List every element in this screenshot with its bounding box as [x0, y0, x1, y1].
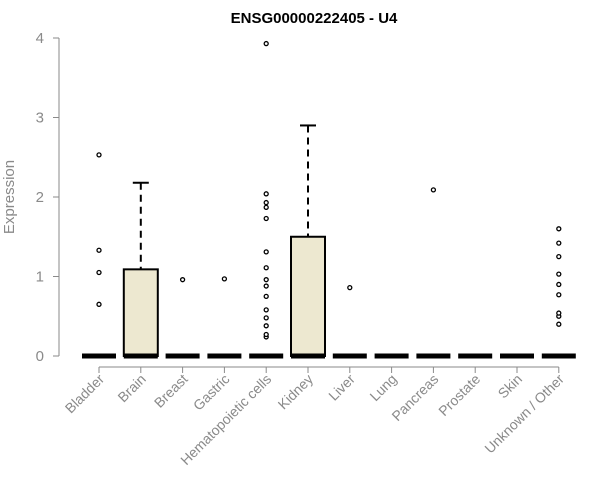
outlier-point — [96, 152, 102, 158]
outlier-point — [556, 292, 562, 298]
outlier-point — [96, 269, 102, 276]
x-tick-label: Prostate — [435, 371, 483, 419]
box-gastric — [207, 276, 242, 359]
outlier-point — [263, 249, 269, 255]
y-tick-label: 1 — [36, 269, 44, 286]
outlier-point — [221, 276, 228, 282]
outlier-point — [263, 307, 269, 313]
outlier-point — [263, 283, 269, 289]
box-hematopoietic-cells — [249, 40, 284, 359]
outlier-point — [263, 315, 269, 321]
chart-title: ENSG00000222405 - U4 — [231, 10, 398, 27]
outlier-point — [556, 310, 562, 316]
x-tick-label: Brain — [114, 371, 148, 405]
outlier-point — [263, 199, 269, 206]
outlier-point — [179, 277, 186, 283]
y-tick-label: 0 — [36, 348, 44, 365]
x-tick-label: Kidney — [275, 371, 317, 413]
outlier-point — [556, 271, 562, 277]
outlier-point — [556, 226, 562, 232]
box-group — [82, 40, 576, 359]
outlier-point — [263, 323, 269, 329]
outlier-point — [430, 187, 437, 193]
x-tick-label: Skin — [495, 371, 526, 402]
y-tick-label: 4 — [36, 30, 44, 47]
box-bladder — [82, 152, 116, 359]
box-iqr — [290, 235, 326, 357]
outlier-point — [263, 191, 269, 197]
box-liver — [332, 284, 367, 359]
box-kidney — [290, 124, 326, 359]
y-tick-label: 2 — [36, 189, 44, 206]
x-tick-label: Unknown / Other — [481, 371, 567, 457]
outlier-point — [263, 293, 269, 300]
outlier-point — [556, 281, 562, 288]
box-unknown-other — [541, 226, 576, 359]
outlier-point — [556, 253, 562, 260]
x-tick-label: Bladder — [62, 371, 108, 417]
outlier-point — [263, 204, 269, 210]
outlier-point — [96, 247, 102, 253]
outlier-point — [556, 321, 562, 327]
y-axis: 0 1 2 3 4 — [36, 30, 60, 365]
outlier-point — [347, 284, 353, 291]
box-brain — [122, 181, 159, 359]
outlier-point — [263, 40, 269, 47]
outlier-point — [96, 301, 102, 307]
x-tick-label: Liver — [325, 371, 358, 404]
x-tick-label: Lung — [366, 371, 399, 404]
box-breast — [165, 277, 200, 359]
outlier-point — [556, 240, 562, 246]
y-axis-label: Expression — [1, 160, 18, 234]
x-tick-label: Breast — [151, 371, 191, 411]
box-iqr — [122, 268, 159, 357]
outlier-point — [263, 331, 269, 338]
box-pancreas — [416, 187, 451, 359]
outlier-point — [263, 277, 269, 283]
outlier-point — [263, 265, 269, 271]
outlier-point — [263, 215, 269, 222]
y-tick-label: 3 — [36, 110, 44, 127]
